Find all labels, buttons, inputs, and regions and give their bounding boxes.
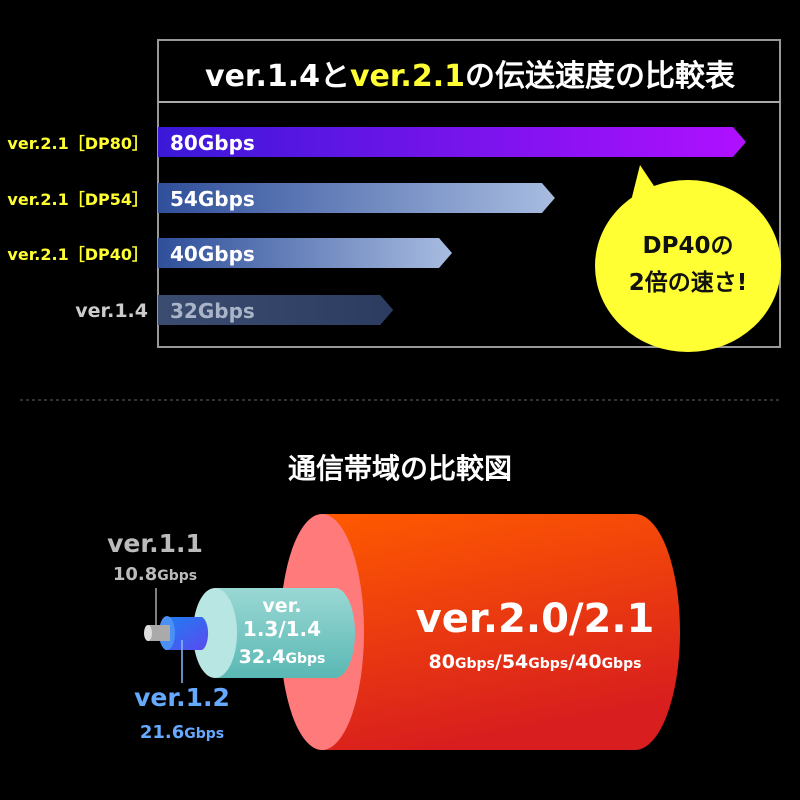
label-ver: ver.: [262, 595, 301, 617]
bar-data-label: 32Gbps: [170, 299, 255, 323]
callout-bubble: DP40の 2倍の速さ!: [595, 165, 781, 352]
label-ver-1-3-1-4: 1.3/1.4: [243, 617, 321, 641]
category-label: ver.1.4: [75, 300, 148, 322]
cylinder-ver-1-3-1-4: ver. 1.3/1.4 32.4Gbps: [193, 588, 355, 678]
bar: [158, 127, 746, 157]
category-label: ver.2.1［DP80］: [7, 134, 148, 153]
diagram-title: 通信帯域の比較図: [288, 452, 512, 485]
title-part: ver.2.1: [350, 59, 465, 94]
bar-data-label: 40Gbps: [170, 242, 255, 266]
label-32-4: 32.4Gbps: [239, 646, 326, 668]
title-part: ver.1.4: [205, 59, 320, 94]
cylinder-face: [193, 588, 237, 678]
title-part: と: [320, 59, 350, 94]
callout-ellipse: [595, 180, 781, 352]
bar: [158, 238, 452, 268]
label-10-8: 10.8Gbps: [113, 564, 197, 585]
callout-line-2: 2倍の速さ!: [629, 269, 748, 296]
callout-line-1: DP40の: [643, 233, 734, 259]
bar: [158, 295, 394, 325]
bar-data-label: 54Gbps: [170, 187, 255, 211]
label-ver-1-1: ver.1.1: [107, 529, 203, 558]
label-ver-2-0-2-1: ver.2.0/2.1: [416, 596, 655, 642]
cylinder-ver-2-0-2-1: ver.2.0/2.1 80Gbps/54Gbps/40Gbps: [280, 514, 680, 750]
category-label: ver.2.1［DP54］: [7, 190, 148, 209]
label-21-6: 21.6Gbps: [140, 722, 224, 743]
bar-data-label: 80Gbps: [170, 131, 255, 155]
bar: [158, 183, 555, 213]
cylinder-ver-1-1: [144, 625, 170, 641]
label-ver-1-2: ver.1.2: [134, 683, 230, 712]
title-part: の伝送速度の比較表: [465, 59, 735, 94]
bars: 80Gbps ver.2.1［DP80］ 54Gbps ver.2.1［DP54］ 40…: [7, 127, 746, 325]
label-ver-2-speeds: 80Gbps/54Gbps/40Gbps: [429, 651, 642, 673]
category-label: ver.2.1［DP40］: [7, 245, 148, 264]
chart-title: ver.1.4とver.2.1の伝送速度の比較表: [205, 59, 735, 94]
